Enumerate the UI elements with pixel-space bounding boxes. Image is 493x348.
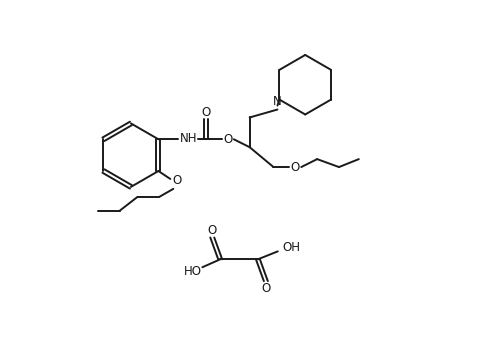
Text: O: O (202, 106, 211, 119)
Text: N: N (273, 95, 282, 108)
Text: O: O (261, 282, 271, 295)
Text: OH: OH (282, 241, 301, 254)
Text: HO: HO (183, 265, 202, 278)
Text: O: O (208, 224, 217, 237)
Text: NH: NH (179, 132, 197, 145)
Text: O: O (291, 160, 300, 174)
Text: O: O (223, 133, 233, 146)
Text: O: O (173, 174, 182, 188)
